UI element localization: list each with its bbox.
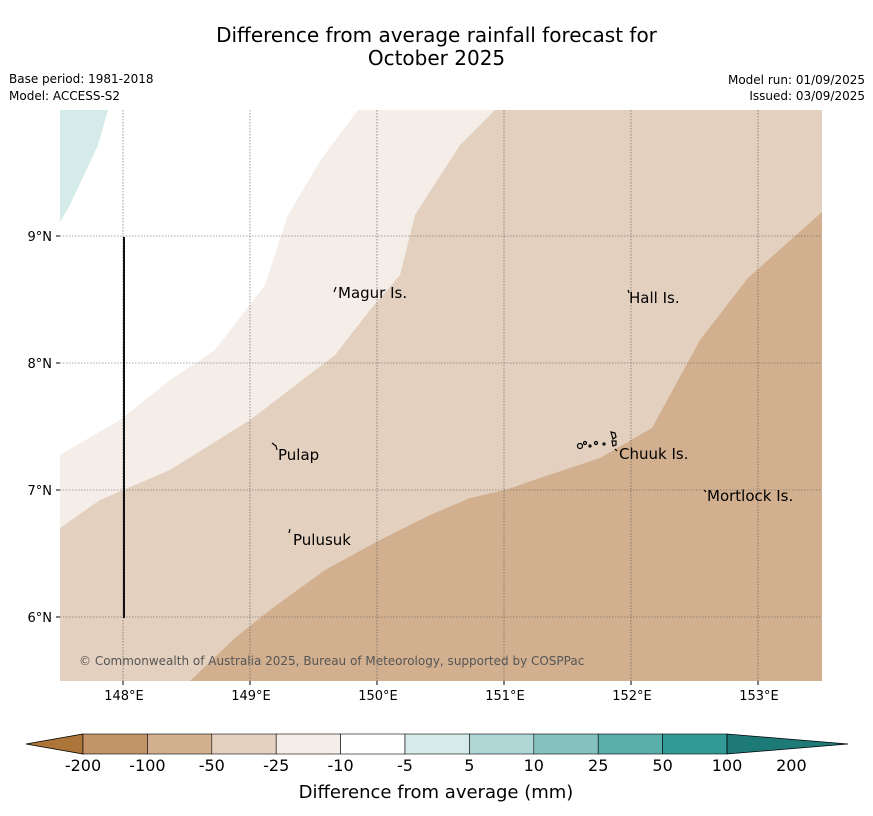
rainfall-band-plus5 <box>60 110 108 222</box>
lon-tick-label: 150°E <box>358 689 398 704</box>
colorbar-label: 50 <box>652 756 672 775</box>
colorbar-segment <box>662 733 728 755</box>
island-outlines <box>271 286 707 534</box>
place-label-chuuk: Chuuk Is. <box>619 445 688 463</box>
colorbar-segment <box>533 733 599 755</box>
colorbar-label: 25 <box>588 756 608 775</box>
lat-tick-label: 9°N <box>28 230 53 245</box>
place-label-pulap: Pulap <box>278 446 319 464</box>
rainfall-band-neutral <box>60 110 358 455</box>
colorbar-label: -10 <box>328 756 354 775</box>
island-pulap <box>271 442 278 451</box>
island-pulusuk <box>288 528 291 534</box>
colorbar-segment <box>147 733 213 755</box>
map-title-line2: October 2025 <box>367 46 506 70</box>
island-hall <box>627 289 630 294</box>
model-label: Model: ACCESS-S2 <box>9 89 121 103</box>
issued-label: Issued: 03/09/2025 <box>749 89 865 103</box>
base-period-label: Base period: 1981-2018 <box>9 72 154 86</box>
colorbar-segment <box>275 733 341 755</box>
colorbar-label: -5 <box>397 756 413 775</box>
lon-tick-label: 149°E <box>231 689 271 704</box>
colorbar-segment <box>82 733 148 755</box>
lon-axis: 148°E 149°E 150°E 151°E 152°E 153°E <box>104 681 779 704</box>
place-label-pulusuk: Pulusuk <box>293 531 351 549</box>
island-chuuk <box>576 431 618 452</box>
colorbar-label: -50 <box>199 756 225 775</box>
map-area: Magur Is. Hall Is. Pulap Chuuk Is. Mortl… <box>60 110 822 681</box>
colorbar-label: 200 <box>776 756 807 775</box>
model-run-label: Model run: 01/09/2025 <box>727 73 865 87</box>
place-label-hall: Hall Is. <box>629 289 680 307</box>
lat-tick-label: 7°N <box>28 484 53 499</box>
colorbar-label: 100 <box>712 756 743 775</box>
rainfall-band-minus50 <box>190 212 822 681</box>
copyright-notice: © Commonwealth of Australia 2025, Bureau… <box>79 654 584 668</box>
colorbar-label: 5 <box>464 756 474 775</box>
lat-tick-label: 8°N <box>28 357 53 372</box>
place-label-mortlock: Mortlock Is. <box>707 487 793 505</box>
island-mortlock <box>703 489 707 493</box>
colorbar-segment <box>404 733 470 755</box>
lat-tick-label: 6°N <box>28 611 53 626</box>
colorbar-title: Difference from average (mm) <box>299 782 574 803</box>
map-title-line1: Difference from average rainfall forecas… <box>216 23 657 47</box>
colorbar: -200 -100 -50 -25 -10 -5 5 10 25 50 100 200 <box>25 733 849 775</box>
place-label-magur: Magur Is. <box>338 284 407 302</box>
colorbar-label: -25 <box>263 756 289 775</box>
colorbar-extend-low <box>25 733 84 755</box>
lon-tick-label: 148°E <box>104 689 144 704</box>
colorbar-segment <box>340 733 406 755</box>
lon-tick-label: 152°E <box>612 689 652 704</box>
lat-axis: 9°N 8°N 7°N 6°N <box>28 230 60 626</box>
colorbar-label: 10 <box>524 756 544 775</box>
island-magur <box>333 286 337 293</box>
lon-tick-label: 151°E <box>485 689 525 704</box>
colorbar-label: -200 <box>65 756 101 775</box>
lon-tick-label: 153°E <box>739 689 779 704</box>
colorbar-segment <box>469 733 535 755</box>
colorbar-segment <box>597 733 663 755</box>
colorbar-label: -100 <box>129 756 165 775</box>
colorbar-segment <box>211 733 277 755</box>
colorbar-extend-high <box>726 733 849 755</box>
